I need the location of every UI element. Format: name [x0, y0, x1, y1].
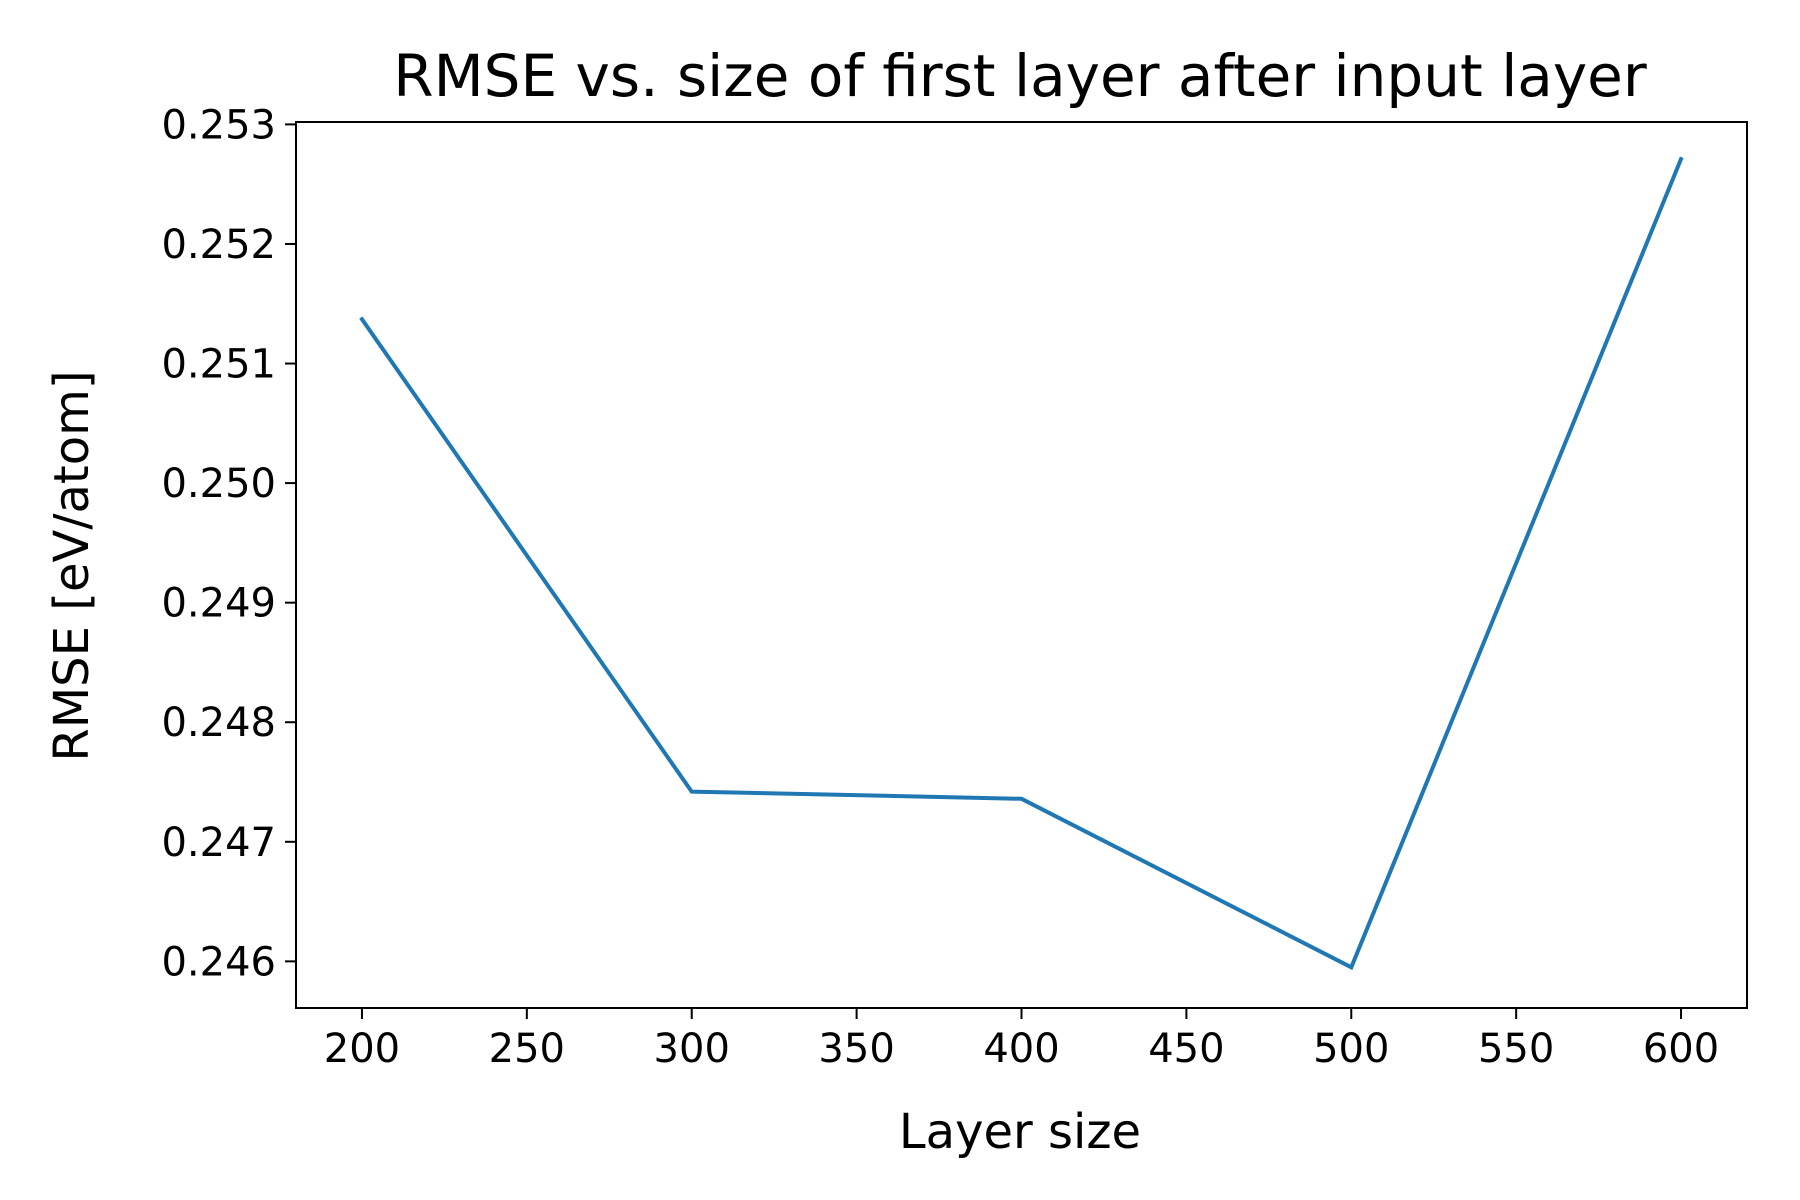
- plot-frame: [295, 121, 1748, 1009]
- x-tick-label: 500: [1313, 1026, 1389, 1072]
- y-tick-label: 0.246: [161, 939, 276, 985]
- x-tick-label: 250: [489, 1026, 565, 1072]
- x-tick-label: 550: [1478, 1026, 1554, 1072]
- y-tick-label: 0.253: [161, 102, 276, 148]
- chart-title: RMSE vs. size of first layer after input…: [393, 42, 1647, 110]
- y-tick-label: 0.251: [161, 342, 276, 388]
- series-line-0: [359, 156, 1684, 971]
- x-tick-label: 200: [324, 1026, 400, 1072]
- y-tick-label: 0.250: [161, 461, 276, 507]
- x-tick-label: 450: [1148, 1026, 1224, 1072]
- x-tick-label: 300: [654, 1026, 730, 1072]
- x-tick-label: 350: [818, 1026, 894, 1072]
- y-tick-label: 0.248: [161, 700, 276, 746]
- x-tick-label: 400: [983, 1026, 1059, 1072]
- y-axis-label: RMSE [eV/atom]: [44, 370, 100, 761]
- x-axis-label: Layer size: [899, 1104, 1141, 1160]
- y-tick-label: 0.247: [161, 820, 276, 866]
- y-tick-label: 0.252: [161, 222, 276, 268]
- y-tick-label: 0.249: [161, 581, 276, 627]
- plot-area: 200 250 300 350 400 450 500 550 600 0.246 0.247 0.2…: [161, 102, 1748, 1072]
- x-tick-label: 600: [1643, 1026, 1719, 1072]
